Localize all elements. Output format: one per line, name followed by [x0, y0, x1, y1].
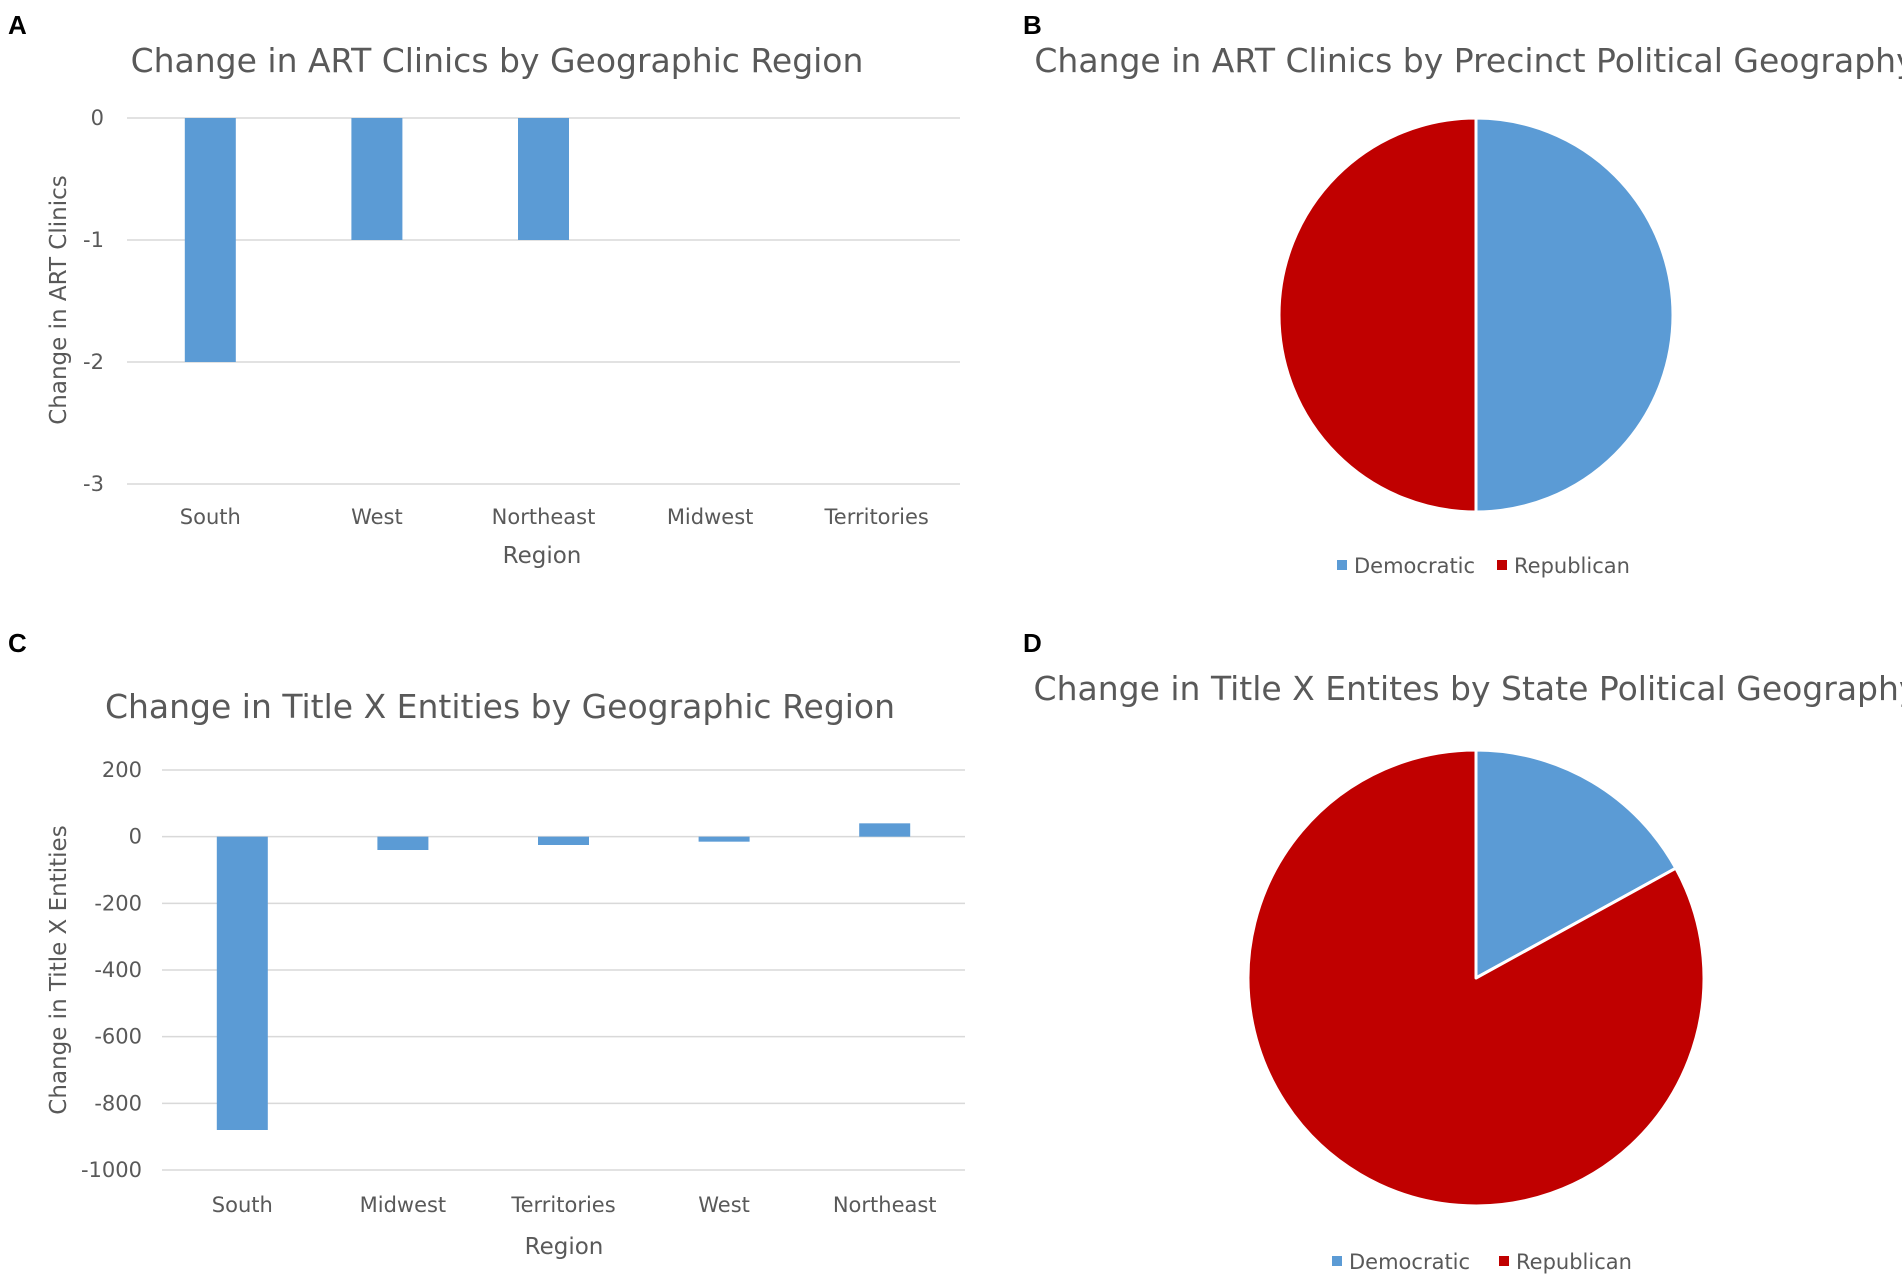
bar-territories — [538, 836, 589, 845]
chart-a-x-ticks: South West Northeast Midwest Territories — [180, 505, 929, 529]
panel-letter-c: C — [8, 628, 27, 658]
pie-slice-republican — [1246, 748, 1706, 1208]
chart-c-title: Change in Title X Entities by Geographic… — [105, 687, 895, 726]
x-tick-label-south: South — [212, 1193, 273, 1217]
y-tick-label: -200 — [94, 891, 142, 915]
chart-a-x-axis-title: Region — [503, 543, 582, 569]
chart-c-x-axis-title: Region — [525, 1234, 604, 1260]
legend-swatch-democratic — [1332, 1256, 1342, 1266]
chart-b-pie — [1277, 116, 1675, 514]
chart-d-legend: Democratic Republican — [1332, 1250, 1632, 1274]
chart-d-title: Change in Title X Entites by State Polit… — [1034, 669, 1902, 708]
pie-slice-democratic — [1474, 748, 1678, 980]
chart-a-title: Change in ART Clinics by Geographic Regi… — [131, 41, 864, 80]
legend-label-democratic: Democratic — [1354, 554, 1475, 578]
panel-b: B Change in ART Clinics by Precinct Poli… — [1023, 10, 1902, 578]
y-tick-label: -3 — [83, 472, 104, 496]
x-tick-label-midwest: Midwest — [667, 505, 754, 529]
bar-south — [184, 118, 236, 362]
chart-c-y-axis-title: Change in Title X Entities — [46, 825, 72, 1114]
y-tick-label: -2 — [83, 350, 104, 374]
legend-label-republican: Republican — [1516, 1250, 1632, 1274]
legend-swatch-republican — [1499, 1256, 1509, 1266]
x-tick-label-territories: Territories — [824, 505, 929, 529]
legend-label-republican: Republican — [1514, 554, 1630, 578]
bar-midwest — [377, 836, 429, 850]
chart-c-bars — [216, 823, 911, 1130]
legend-swatch-republican — [1497, 560, 1507, 570]
y-tick-label: -1 — [83, 228, 104, 252]
panel-letter-d: D — [1023, 628, 1042, 658]
x-tick-label-northeast: Northeast — [492, 505, 596, 529]
chart-a-y-ticks: 0 -1 -2 -3 — [83, 106, 104, 496]
y-tick-label: 0 — [91, 106, 104, 130]
x-tick-label-northeast: Northeast — [833, 1193, 937, 1217]
panel-letter-b: B — [1023, 10, 1042, 40]
y-tick-label: 200 — [102, 758, 142, 782]
x-tick-label-south: South — [180, 505, 241, 529]
legend-label-democratic: Democratic — [1349, 1250, 1470, 1274]
chart-b-legend: Democratic Republican — [1337, 554, 1630, 578]
panel-a: A Change in ART Clinics by Geographic Re… — [8, 10, 960, 569]
chart-c-gridlines — [162, 769, 965, 1171]
y-tick-label: -800 — [94, 1091, 142, 1115]
pie-slice-republican — [1277, 116, 1478, 514]
legend-swatch-democratic — [1337, 560, 1347, 570]
y-tick-label: -400 — [94, 958, 142, 982]
chart-d-pie — [1246, 748, 1706, 1208]
chart-c-x-ticks: South Midwest Territories West Northeast — [212, 1193, 937, 1217]
y-tick-label: -600 — [94, 1025, 142, 1049]
panel-c: C Change in Title X Entities by Geograph… — [8, 628, 965, 1260]
panel-letter-a: A — [8, 10, 27, 40]
bar-northeast — [518, 118, 569, 240]
bar-northeast — [859, 823, 911, 837]
chart-b-title: Change in ART Clinics by Precinct Politi… — [1034, 41, 1902, 80]
x-tick-label-west: West — [698, 1193, 750, 1217]
chart-a-bars — [184, 118, 569, 362]
y-tick-label: 0 — [129, 825, 142, 849]
chart-a-y-axis-title: Change in ART Clinics — [46, 175, 72, 425]
pie-slice-democratic — [1474, 116, 1675, 514]
panel-d: D Change in Title X Entites by State Pol… — [1023, 628, 1902, 1274]
x-tick-label-west: West — [351, 505, 403, 529]
x-tick-label-territories: Territories — [510, 1193, 615, 1217]
bar-west — [351, 118, 403, 240]
y-tick-label: -1000 — [81, 1158, 142, 1182]
x-tick-label-midwest: Midwest — [360, 1193, 447, 1217]
bar-south — [216, 836, 268, 1130]
bar-west — [698, 836, 750, 842]
chart-c-y-ticks: 200 0 -200 -400 -600 -800 -1000 — [81, 758, 142, 1182]
